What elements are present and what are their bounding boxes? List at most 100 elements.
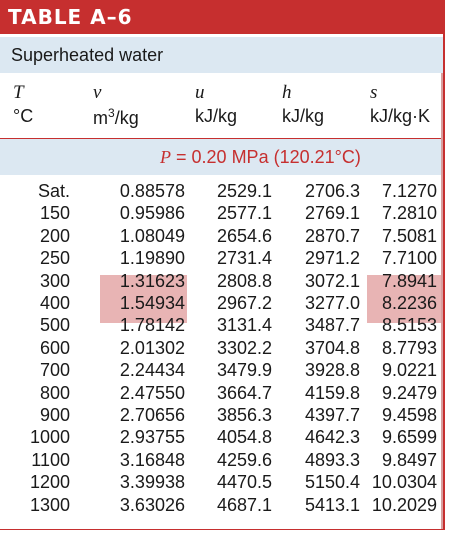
cell-t: 600 xyxy=(39,337,70,358)
cell-t: 700 xyxy=(39,360,70,381)
cell-u: 4259.6 xyxy=(216,449,272,470)
cell-t: 1100 xyxy=(31,449,70,470)
cell-s: 9.4598 xyxy=(381,405,437,425)
cell-u: 3664.7 xyxy=(216,382,272,403)
pressure-value: = 0.20 MPa (120.21°C) xyxy=(176,147,361,167)
table-row: 200 1.08049 2654.6 2870.7 7.5081 xyxy=(0,226,441,248)
table-title: TABLE A–6 xyxy=(8,5,133,29)
cell-t: 400 xyxy=(39,293,70,313)
table-row: 900 2.70656 3856.3 4397.7 9.4598 xyxy=(0,405,441,427)
table-row: 1200 3.39938 4470.5 5150.4 10.0304 xyxy=(0,472,441,494)
header-t-symbol: T xyxy=(13,82,24,103)
cell-s: 7.5081 xyxy=(381,225,437,246)
cell-t: 1000 xyxy=(29,427,70,448)
table-row: 150 0.95986 2577.1 2769.1 7.2810 xyxy=(0,203,441,225)
cell-v: 3.63026 xyxy=(119,494,185,515)
header-v-symbol: v xyxy=(93,82,102,103)
cell-s: 9.0221 xyxy=(381,360,437,381)
header-u-symbol: u xyxy=(195,82,205,103)
cell-t: Sat. xyxy=(37,181,70,201)
cell-v: 1.31623 xyxy=(119,270,185,291)
cell-h: 2870.7 xyxy=(304,225,360,246)
cell-v: 2.24434 xyxy=(119,360,185,381)
header-divider xyxy=(0,138,441,139)
cell-t: 500 xyxy=(39,315,70,336)
cell-h: 2971.2 xyxy=(304,248,360,269)
cell-h: 3277.0 xyxy=(304,293,360,313)
table-row: 800 2.47550 3664.7 4159.8 9.2479 xyxy=(0,383,441,405)
cell-v: 1.54934 xyxy=(119,293,185,313)
table-row: Sat. 0.88578 2529.1 2706.3 7.1270 xyxy=(0,181,441,203)
table-row: 300 1.31623 2808.8 3072.1 7.8941 xyxy=(0,271,441,293)
cell-h: 2769.1 xyxy=(304,203,360,224)
header-u-unit: kJ/kg xyxy=(195,106,238,126)
cell-h: 3928.8 xyxy=(304,360,360,381)
table-subtitle-bar: Superheated water xyxy=(0,37,443,73)
cell-u: 2967.2 xyxy=(216,293,272,313)
table-row: 400 1.54934 2967.2 3277.0 8.2236 xyxy=(0,293,441,315)
header-s-unit: kJ/kg·K xyxy=(370,106,431,126)
cell-h: 4397.7 xyxy=(304,405,360,425)
header-v-unit-text: m3/kg xyxy=(93,106,139,128)
cell-s: 7.7100 xyxy=(381,248,437,269)
header-t-unit: °C xyxy=(13,106,34,126)
pressure-symbol: P xyxy=(160,147,171,167)
bottom-border xyxy=(0,529,443,530)
cell-v: 2.70656 xyxy=(119,405,185,425)
cell-s: 7.1270 xyxy=(381,181,437,201)
right-border xyxy=(443,0,445,530)
table-row: 250 1.19890 2731.4 2971.2 7.7100 xyxy=(0,248,441,270)
header-h-symbol: h xyxy=(282,82,292,103)
pressure-label: P = 0.20 MPa (120.21°C) xyxy=(160,147,361,168)
cell-u: 3479.9 xyxy=(216,360,272,381)
cell-v: 1.78142 xyxy=(119,315,185,336)
header-s-symbol: s xyxy=(370,82,378,103)
cell-t: 800 xyxy=(39,382,70,403)
cell-s: 10.2029 xyxy=(371,494,437,515)
cell-u: 3131.4 xyxy=(216,315,272,336)
cell-u: 3302.2 xyxy=(216,337,272,358)
cell-v: 2.47550 xyxy=(119,382,185,403)
cell-u: 2731.4 xyxy=(216,248,272,269)
highlight-s-300-400 xyxy=(367,275,441,323)
cell-s: 9.6599 xyxy=(381,427,437,448)
cell-s: 7.8941 xyxy=(381,270,437,291)
cell-u: 2529.1 xyxy=(216,181,272,201)
cell-u: 4054.8 xyxy=(216,427,272,448)
cell-v: 3.16848 xyxy=(119,449,185,470)
cell-s: 9.2479 xyxy=(381,382,437,403)
cell-u: 4470.5 xyxy=(216,472,272,493)
cell-t: 1200 xyxy=(29,472,70,493)
highlight-v-300-400 xyxy=(100,275,187,323)
cell-h: 4159.8 xyxy=(304,382,360,403)
cell-t: 250 xyxy=(39,248,70,269)
cell-s: 8.5153 xyxy=(381,315,437,336)
cell-h: 3487.7 xyxy=(304,315,360,336)
cell-v: 2.01302 xyxy=(119,337,185,358)
cell-v: 1.19890 xyxy=(119,248,185,269)
cell-s: 8.7793 xyxy=(381,337,437,358)
cell-u: 3856.3 xyxy=(216,405,272,425)
cell-s: 9.8497 xyxy=(381,449,437,470)
cell-u: 2654.6 xyxy=(216,225,272,246)
cell-v: 1.08049 xyxy=(119,225,185,246)
cell-v: 0.95986 xyxy=(119,203,185,224)
cell-u: 2577.1 xyxy=(216,203,272,224)
table-subtitle: Superheated water xyxy=(11,45,164,65)
cell-h: 4893.3 xyxy=(304,449,360,470)
table-row: 1000 2.93755 4054.8 4642.3 9.6599 xyxy=(0,427,441,449)
cell-t: 900 xyxy=(39,405,70,425)
pressure-band: P = 0.20 MPa (120.21°C) xyxy=(0,139,441,175)
cell-h: 3704.8 xyxy=(304,337,360,358)
cell-v: 3.39938 xyxy=(119,472,185,493)
cell-t: 200 xyxy=(39,225,70,246)
cell-t: 300 xyxy=(39,270,70,291)
table-row: 1300 3.63026 4687.1 5413.1 10.2029 xyxy=(0,495,441,517)
inner-right-border xyxy=(441,73,443,530)
cell-h: 4642.3 xyxy=(304,427,360,448)
table-row: 500 1.78142 3131.4 3487.7 8.5153 xyxy=(0,315,441,337)
cell-s: 10.0304 xyxy=(371,472,437,493)
table-row: 700 2.24434 3479.9 3928.8 9.0221 xyxy=(0,360,441,382)
cell-u: 4687.1 xyxy=(216,494,272,515)
cell-t: 150 xyxy=(39,203,70,224)
